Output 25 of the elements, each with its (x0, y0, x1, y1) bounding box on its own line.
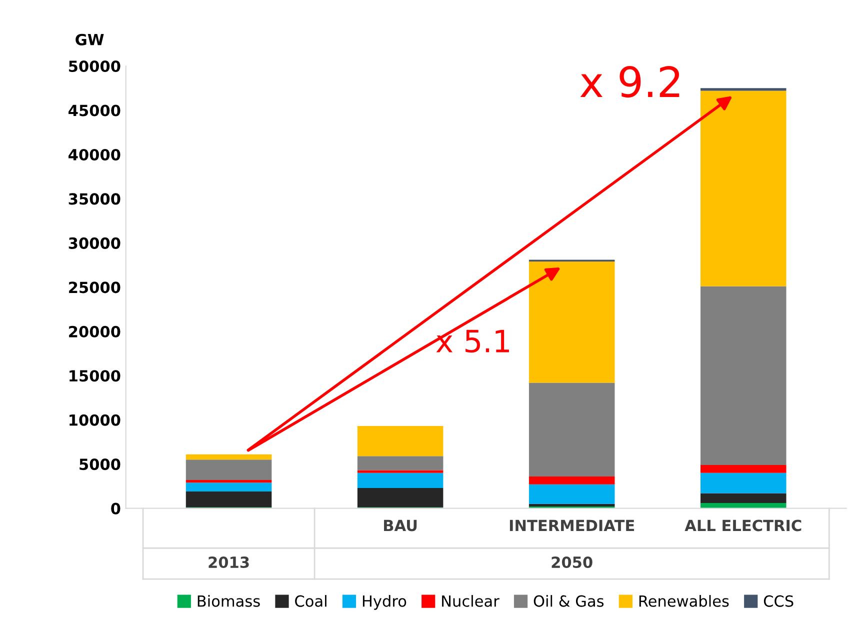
text: 2013 (208, 556, 249, 568)
y-tick-label: 0 (111, 502, 120, 514)
legend-label: Coal (295, 595, 326, 607)
annotation: x 9.2 (580, 66, 680, 98)
y-tick-label: 5000 (80, 458, 120, 470)
y-tick-label: 25000 (69, 282, 120, 294)
y-tick-label: 30000 (68, 237, 120, 249)
y-axis-title: GW (76, 34, 104, 46)
text: 2050 (552, 556, 592, 568)
y-tick-label: 35000 (68, 193, 120, 205)
legend-label: Biomass (198, 595, 260, 607)
y-tick-label: 45000 (68, 104, 120, 116)
y-tick-label: 15000 (70, 370, 120, 382)
legend-label: Oil & Gas (534, 595, 604, 607)
legend-label: CCS (764, 595, 794, 607)
legend-label: Hydro (362, 595, 406, 610)
y-tick-label: 20000 (69, 326, 120, 338)
y-tick-label: 50000 (69, 60, 120, 72)
x-tick-label: BAU (384, 520, 417, 532)
x-tick-label: ALL ELECTRIC (684, 520, 802, 532)
legend-label: Nuclear (442, 595, 500, 607)
legend-label: Renewables (639, 595, 729, 607)
y-tick-label: 10000 (70, 414, 120, 426)
y-tick-label: 40000 (68, 148, 120, 161)
x-tick-label: INTERMEDIATE (510, 520, 634, 532)
